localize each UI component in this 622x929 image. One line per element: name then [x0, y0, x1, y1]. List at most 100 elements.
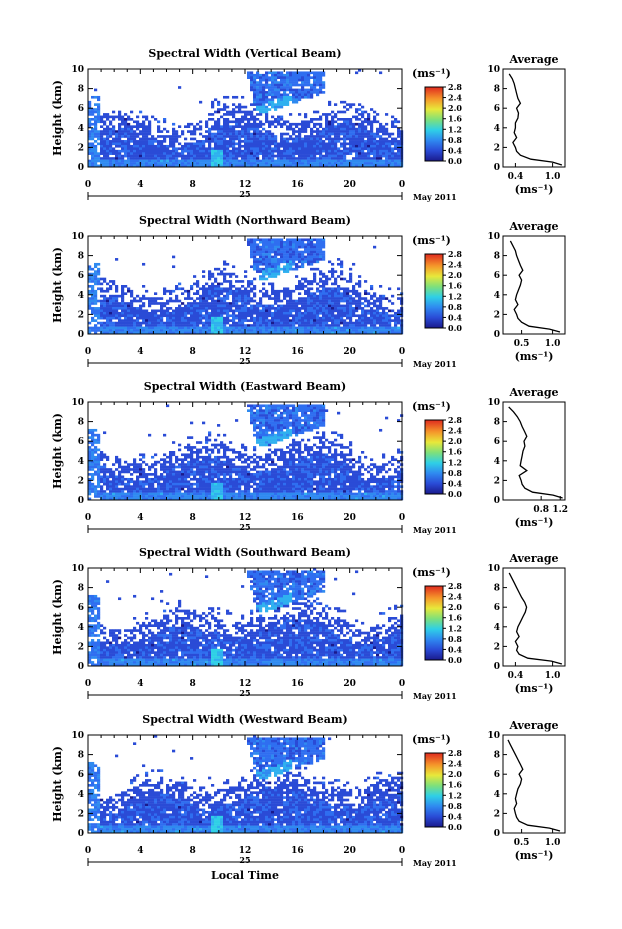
colorbar-tick-label: 2.0: [448, 436, 462, 446]
average-title: Average: [508, 386, 558, 399]
day-label: 25: [239, 522, 250, 532]
y-tick-label: 8: [78, 751, 84, 761]
y-tick-label: 10: [71, 731, 84, 741]
colorbar: [424, 585, 444, 661]
x-tick-label: 4: [137, 846, 143, 856]
colorbar-unit: (ms⁻¹): [412, 67, 451, 80]
panel-title: Spectral Width (Southward Beam): [139, 546, 351, 559]
colorbar-tick-label: 0.4: [448, 811, 462, 821]
panel-3: Spectral Width (Eastward Beam) 0 2 4 6 8 10 Hei…: [51, 380, 568, 535]
y-axis-label: Height (km): [51, 579, 64, 655]
colorbar-tick-label: 0.4: [448, 478, 462, 488]
y-tick-label: 2: [78, 310, 84, 320]
y-tick-label: 10: [71, 232, 84, 242]
average-y-tick-label: 10: [487, 398, 500, 408]
x-tick-label: 4: [137, 347, 143, 357]
average-y-tick-label: 6: [494, 770, 500, 780]
y-tick-label: 2: [78, 642, 84, 652]
colorbar-tick-label: 2.0: [448, 270, 462, 280]
colorbar-tick-label: 1.6: [448, 780, 462, 790]
colorbar-tick-label: 2.4: [448, 426, 462, 436]
y-tick-label: 0: [78, 829, 84, 839]
y-tick-label: 4: [78, 457, 84, 467]
average-title: Average: [508, 552, 558, 565]
average-x-tick-label: 0.5: [514, 838, 530, 848]
x-axis-label: Local Time: [211, 869, 279, 882]
y-tick-label: 2: [78, 809, 84, 819]
average-frame: [502, 567, 566, 667]
x-tick-label: 0: [85, 513, 91, 523]
average-y-tick-label: 6: [494, 271, 500, 281]
colorbar-tick-label: 0.0: [448, 323, 462, 333]
average-x-label: (ms⁻¹): [515, 516, 554, 529]
average-x-tick-label: 1.0: [545, 339, 561, 349]
x-tick-label: 20: [343, 679, 356, 689]
average-x-label: (ms⁻¹): [515, 183, 554, 196]
colorbar-tick-label: 1.6: [448, 613, 462, 623]
x-tick-label: 0: [85, 180, 91, 190]
x-tick-label: 16: [291, 347, 304, 357]
colorbar-unit: (ms⁻¹): [412, 234, 451, 247]
y-tick-label: 0: [78, 662, 84, 672]
colorbar: [424, 419, 444, 495]
month-label: May 2011: [413, 691, 457, 701]
average-y-tick-label: 0: [494, 662, 500, 672]
average-y-tick-label: 10: [487, 564, 500, 574]
x-tick-label: 20: [343, 180, 356, 190]
colorbar-unit: (ms⁻¹): [412, 400, 451, 413]
average-x-label: (ms⁻¹): [515, 849, 554, 862]
average-title: Average: [508, 220, 558, 233]
month-label: May 2011: [413, 359, 457, 369]
day-label: 25: [239, 855, 250, 865]
y-tick-label: 10: [71, 398, 84, 408]
colorbar-tick-label: 0.8: [448, 801, 462, 811]
x-tick-label: 12: [239, 347, 252, 357]
colorbar-tick-label: 2.4: [448, 93, 462, 103]
x-tick-label: 0: [85, 347, 91, 357]
panel-title: Spectral Width (Eastward Beam): [144, 380, 346, 393]
y-axis-label: Height (km): [51, 80, 64, 156]
average-title: Average: [508, 53, 558, 66]
average-y-tick-label: 2: [494, 809, 500, 819]
x-tick-label: 12: [239, 846, 252, 856]
x-tick-label: 4: [137, 513, 143, 523]
colorbar-tick-label: 1.6: [448, 114, 462, 124]
heatmap-field: [88, 238, 404, 335]
average-y-tick-label: 4: [494, 623, 500, 633]
average-y-tick-label: 6: [494, 437, 500, 447]
average-y-tick-label: 4: [494, 790, 500, 800]
x-tick-label: 0: [399, 347, 405, 357]
colorbar-tick-label: 1.6: [448, 447, 462, 457]
x-tick-label: 0: [399, 180, 405, 190]
heatmap-field: [88, 735, 404, 834]
y-tick-label: 8: [78, 418, 84, 428]
y-tick-label: 6: [78, 603, 84, 613]
average-x-label: (ms⁻¹): [515, 350, 554, 363]
colorbar-tick-label: 0.8: [448, 468, 462, 478]
y-tick-label: 4: [78, 790, 84, 800]
day-label: 25: [239, 688, 250, 698]
colorbar-tick-label: 0.0: [448, 489, 462, 499]
average-profile-line: [508, 572, 563, 665]
average-title: Average: [508, 719, 558, 732]
colorbar-tick-label: 0.0: [448, 822, 462, 832]
average-x-tick-label: 1.0: [545, 671, 561, 681]
x-tick-label: 4: [137, 679, 143, 689]
average-x-tick-label: 0.4: [508, 671, 524, 681]
average-y-tick-label: 0: [494, 163, 500, 173]
x-tick-label: 8: [190, 347, 196, 357]
x-tick-label: 0: [399, 679, 405, 689]
average-y-tick-label: 8: [494, 85, 500, 95]
colorbar-tick-label: 1.2: [448, 124, 462, 134]
y-tick-label: 6: [78, 770, 84, 780]
colorbar-tick-label: 2.8: [448, 82, 462, 92]
colorbar-tick-label: 1.2: [448, 623, 462, 633]
average-profile-line: [507, 739, 561, 832]
colorbar-tick-label: 1.6: [448, 281, 462, 291]
colorbar-tick-label: 2.8: [448, 415, 462, 425]
colorbar-tick-label: 2.0: [448, 103, 462, 113]
average-x-tick-label: 1.0: [545, 172, 561, 182]
x-tick-label: 12: [239, 679, 252, 689]
average-y-tick-label: 6: [494, 603, 500, 613]
y-tick-label: 2: [78, 143, 84, 153]
